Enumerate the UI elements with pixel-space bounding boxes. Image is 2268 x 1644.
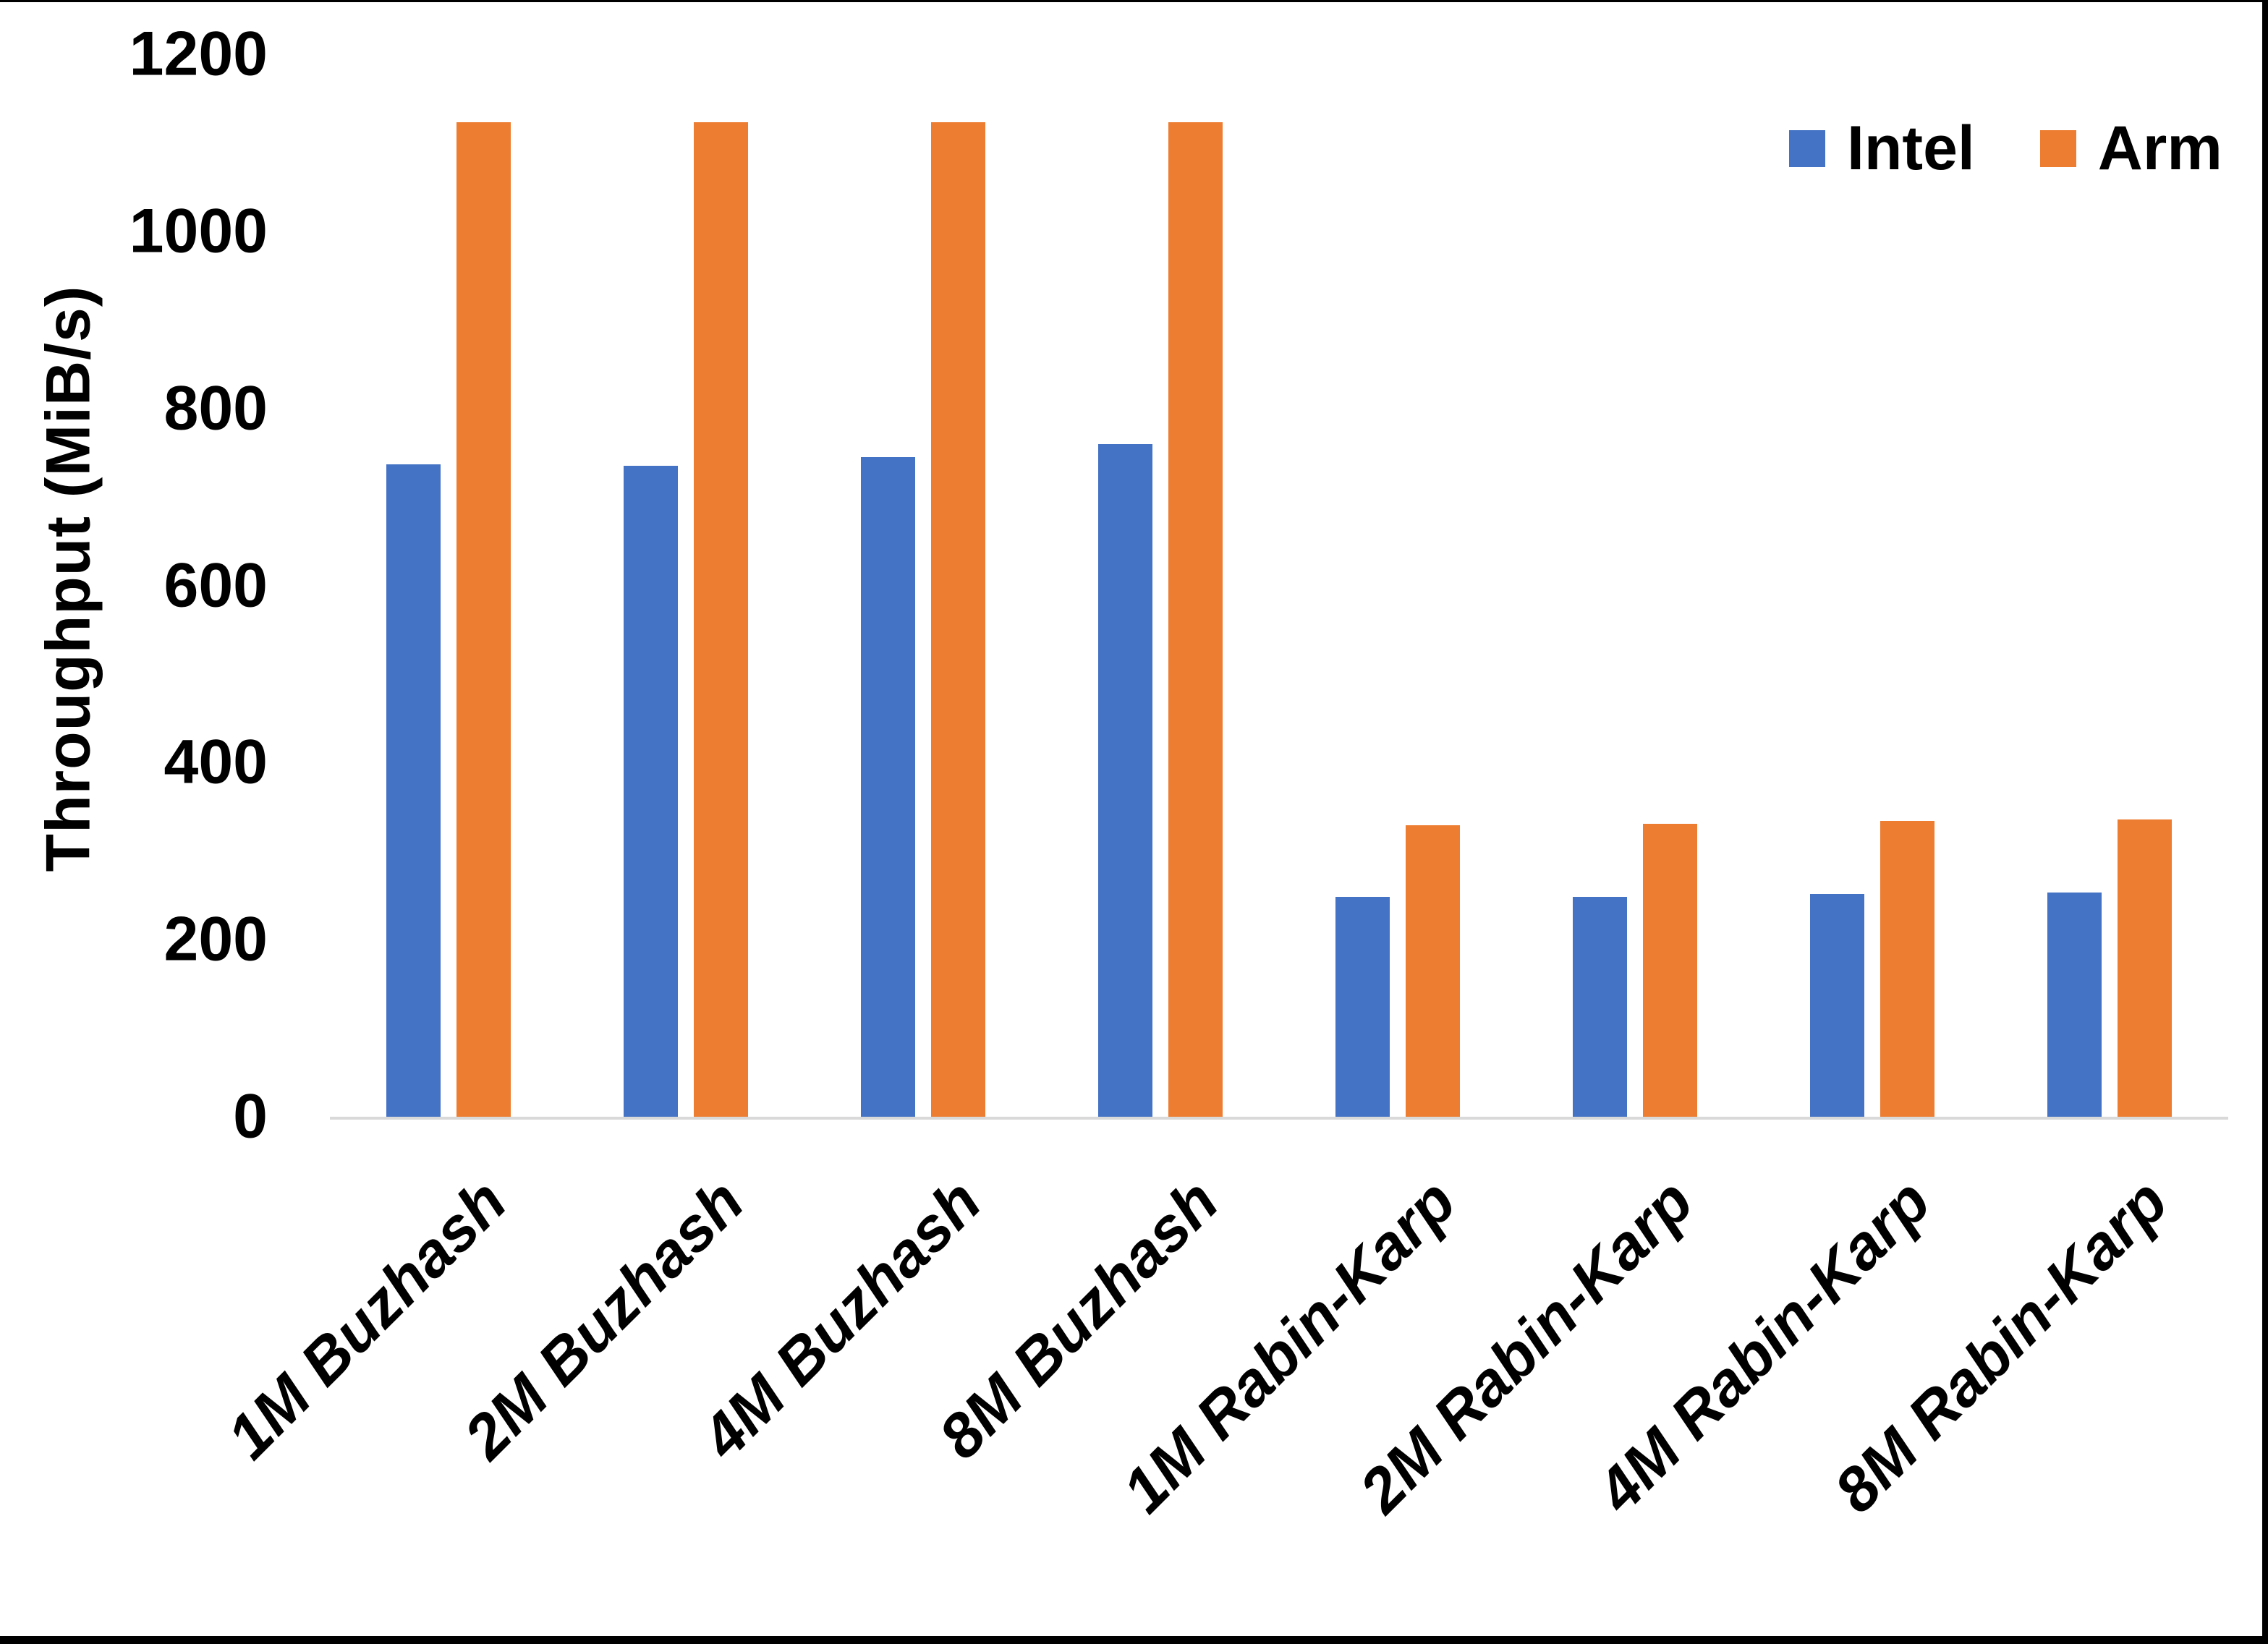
- bar-arm-4m-rabin-karp: [1880, 821, 1934, 1117]
- bar-intel-4m-rabin-karp: [1810, 893, 1864, 1117]
- y-tick-label-0: 0: [233, 1081, 268, 1151]
- bar-arm-2m-rabin-karp: [1643, 823, 1697, 1117]
- y-tick-label-1000: 1000: [129, 196, 268, 266]
- bar-intel-2m-rabin-karp: [1573, 897, 1627, 1117]
- screenshot-top-edge: [0, 0, 2268, 2]
- screenshot-right-edge: [2262, 0, 2268, 1644]
- bar-arm-1m-buzhash: [456, 122, 511, 1117]
- bar-intel-2m-buzhash: [624, 466, 678, 1117]
- y-tick-label-1200: 1200: [129, 19, 268, 89]
- legend-item-arm: Arm: [2039, 114, 2222, 183]
- legend: Intel Arm: [1789, 114, 2222, 183]
- bar-arm-8m-buzhash: [1168, 122, 1223, 1117]
- y-tick-label-800: 800: [163, 373, 268, 443]
- x-axis-line: [330, 1117, 2228, 1120]
- y-tick-label-400: 400: [163, 727, 268, 797]
- bar-arm-4m-buzhash: [931, 122, 985, 1117]
- bar-intel-1m-rabin-karp: [1335, 897, 1390, 1117]
- bar-intel-1m-buzhash: [386, 464, 441, 1117]
- bar-intel-4m-buzhash: [861, 456, 915, 1117]
- legend-label-intel: Intel: [1847, 114, 1975, 183]
- legend-item-intel: Intel: [1789, 114, 1975, 183]
- bar-intel-8m-buzhash: [1098, 443, 1152, 1117]
- y-tick-label-200: 200: [163, 904, 268, 974]
- bar-arm-2m-buzhash: [694, 122, 748, 1117]
- y-tick-label-600: 600: [163, 550, 268, 620]
- bar-arm-1m-rabin-karp: [1406, 825, 1460, 1117]
- bar-arm-8m-rabin-karp: [2118, 819, 2172, 1117]
- screenshot-bottom-edge: [0, 1636, 2268, 1644]
- legend-swatch-arm: [2039, 129, 2076, 167]
- legend-swatch-intel: [1789, 129, 1825, 167]
- legend-label-arm: Arm: [2097, 114, 2222, 183]
- bar-intel-8m-rabin-karp: [2047, 893, 2102, 1117]
